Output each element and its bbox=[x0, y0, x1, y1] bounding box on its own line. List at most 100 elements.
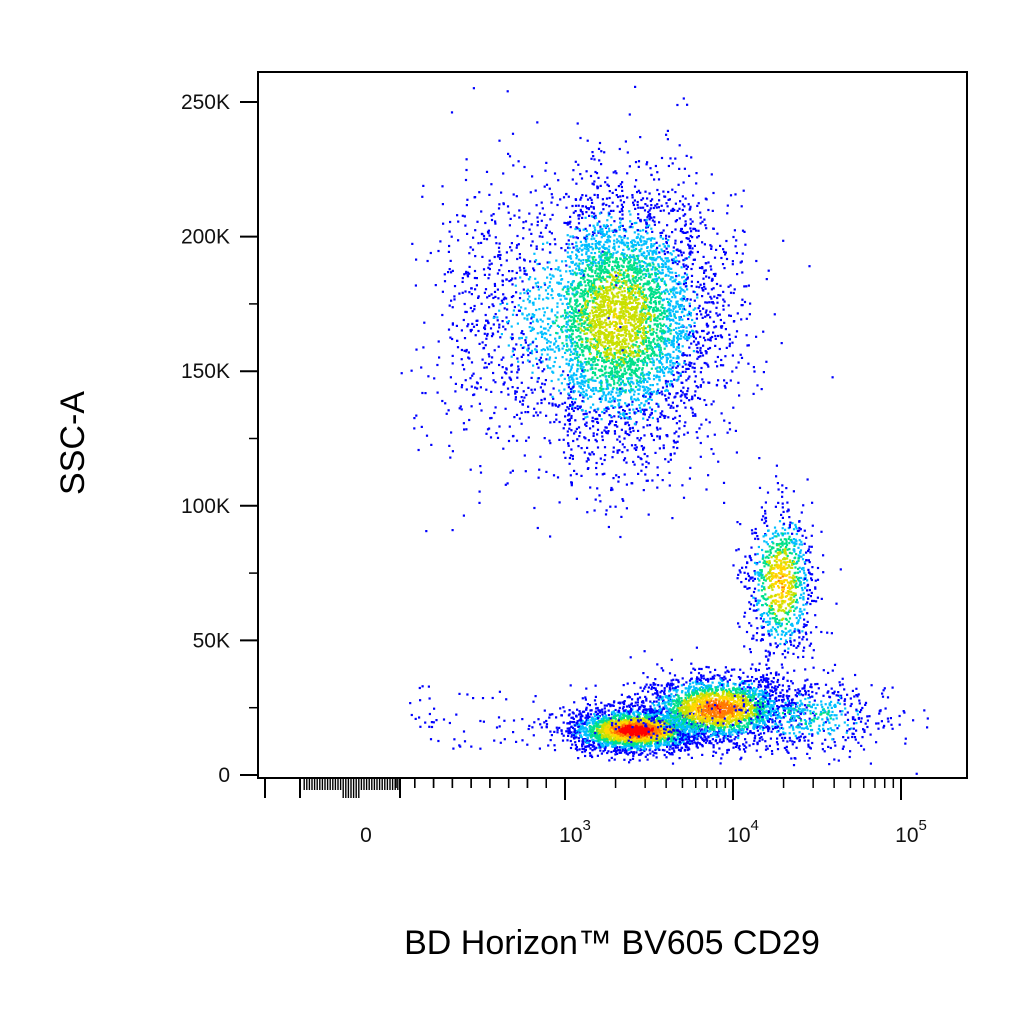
event-dot bbox=[582, 315, 585, 319]
event-dot bbox=[702, 307, 705, 310]
event-dot bbox=[633, 363, 636, 366]
event-dot bbox=[579, 335, 582, 338]
event-dot bbox=[643, 333, 646, 336]
event-dot bbox=[623, 257, 626, 260]
event-dot bbox=[602, 391, 605, 394]
event-dot bbox=[527, 347, 530, 350]
event-dot bbox=[570, 284, 573, 287]
event-dot bbox=[652, 291, 655, 294]
event-dot bbox=[592, 155, 595, 158]
event-dot bbox=[541, 235, 544, 238]
event-dot bbox=[641, 372, 644, 375]
event-dot bbox=[543, 332, 546, 335]
event-dot bbox=[479, 377, 482, 380]
event-dot bbox=[551, 297, 554, 300]
event-dot bbox=[618, 440, 622, 443]
event-dot bbox=[608, 260, 611, 263]
event-dot bbox=[612, 309, 615, 313]
event-dot bbox=[517, 368, 520, 371]
event-dot bbox=[603, 262, 606, 265]
event-dot bbox=[645, 255, 648, 258]
event-dot bbox=[568, 256, 571, 259]
event-dot bbox=[610, 255, 613, 258]
event-dot bbox=[646, 263, 649, 266]
event-dot bbox=[668, 341, 671, 344]
event-dot bbox=[629, 431, 632, 434]
event-dot bbox=[535, 318, 539, 321]
event-dot bbox=[562, 451, 566, 454]
event-dot bbox=[624, 281, 627, 284]
event-dot bbox=[480, 409, 483, 412]
event-dot bbox=[718, 313, 721, 316]
event-dot bbox=[630, 297, 633, 300]
event-dot bbox=[601, 388, 604, 391]
event-dot bbox=[649, 249, 652, 252]
event-dot bbox=[481, 341, 484, 344]
event-dot bbox=[630, 245, 633, 248]
event-dot bbox=[699, 441, 702, 445]
event-dot bbox=[610, 359, 613, 362]
event-dot bbox=[505, 316, 508, 319]
event-dot bbox=[574, 198, 577, 201]
event-dot bbox=[595, 310, 598, 313]
event-dot bbox=[649, 342, 652, 345]
event-dot bbox=[625, 338, 628, 341]
event-dot bbox=[645, 283, 649, 286]
event-dot bbox=[621, 498, 624, 501]
event-dot bbox=[651, 347, 654, 350]
event-dot bbox=[672, 406, 675, 409]
event-dot bbox=[502, 172, 505, 175]
event-dot bbox=[598, 220, 601, 223]
event-dot bbox=[599, 387, 602, 390]
event-dot bbox=[646, 356, 649, 359]
event-dot bbox=[687, 203, 690, 206]
event-dot bbox=[591, 231, 595, 234]
event-dot bbox=[506, 308, 509, 311]
event-dot bbox=[544, 379, 547, 382]
event-dot bbox=[605, 336, 608, 339]
event-dot bbox=[686, 431, 689, 434]
event-dot bbox=[489, 436, 493, 439]
event-dot bbox=[643, 337, 646, 340]
event-dot bbox=[641, 260, 644, 263]
event-dot bbox=[411, 242, 414, 245]
event-dot bbox=[624, 346, 627, 349]
event-dot bbox=[467, 323, 470, 326]
event-dot bbox=[642, 386, 645, 389]
event-dot bbox=[629, 225, 632, 228]
event-dot bbox=[613, 324, 616, 327]
event-dot bbox=[694, 390, 697, 393]
event-dot bbox=[633, 244, 636, 247]
event-dot bbox=[666, 138, 669, 141]
event-dot bbox=[618, 343, 621, 346]
event-dot bbox=[638, 317, 641, 320]
event-dot bbox=[632, 267, 635, 270]
event-dot bbox=[630, 352, 633, 355]
event-dot bbox=[628, 349, 631, 352]
event-dot bbox=[658, 300, 661, 303]
event-dot bbox=[662, 190, 665, 193]
event-dot bbox=[696, 296, 699, 299]
event-dot bbox=[726, 431, 729, 434]
event-dot bbox=[621, 205, 624, 209]
event-dot bbox=[592, 329, 595, 332]
event-dot bbox=[597, 230, 600, 233]
event-dot bbox=[643, 410, 646, 413]
event-dot bbox=[593, 307, 596, 310]
event-dot bbox=[558, 348, 561, 351]
event-dot bbox=[571, 363, 574, 366]
event-dot bbox=[639, 354, 642, 357]
event-dot bbox=[622, 294, 625, 298]
event-dot bbox=[699, 283, 702, 286]
event-dot bbox=[570, 335, 573, 338]
event-dot bbox=[686, 276, 689, 279]
event-dot bbox=[685, 237, 688, 240]
event-dot bbox=[682, 214, 685, 217]
event-dot bbox=[580, 322, 584, 325]
event-dot bbox=[676, 355, 679, 358]
event-dot bbox=[701, 316, 704, 319]
event-dot bbox=[689, 227, 692, 230]
event-dot bbox=[653, 309, 656, 312]
event-dot bbox=[569, 257, 573, 260]
event-dot bbox=[612, 450, 615, 453]
